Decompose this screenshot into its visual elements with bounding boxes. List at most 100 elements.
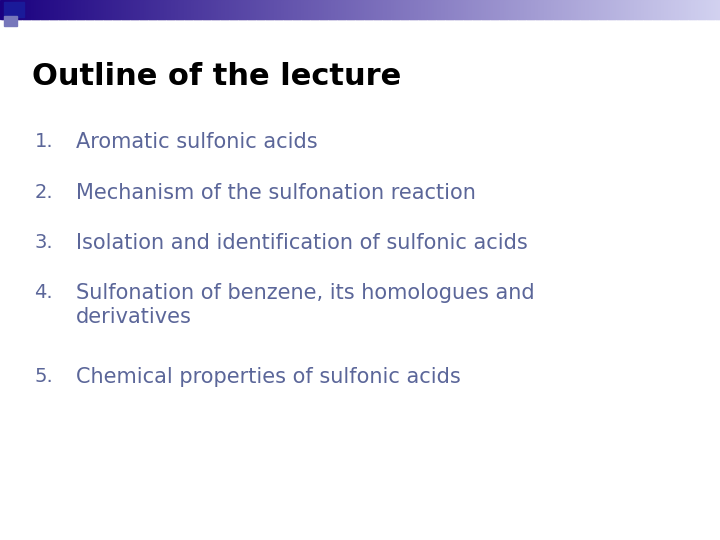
Bar: [446, 0, 449, 19]
Bar: [479, 0, 481, 19]
Bar: [490, 0, 492, 19]
Bar: [295, 0, 298, 19]
Bar: [390, 0, 393, 19]
Bar: [380, 0, 382, 19]
Bar: [587, 0, 589, 19]
Bar: [71, 0, 73, 19]
Bar: [27, 0, 30, 19]
Bar: [187, 0, 190, 19]
Bar: [503, 0, 505, 19]
Bar: [4, 2, 24, 17]
Bar: [426, 0, 429, 19]
Bar: [281, 0, 284, 19]
Bar: [677, 0, 679, 19]
Bar: [400, 0, 402, 19]
Bar: [263, 0, 265, 19]
Bar: [279, 0, 282, 19]
Bar: [706, 0, 708, 19]
Bar: [353, 0, 356, 19]
Bar: [510, 0, 512, 19]
Bar: [526, 0, 528, 19]
Bar: [266, 0, 269, 19]
Bar: [378, 0, 380, 19]
Bar: [544, 0, 546, 19]
Bar: [138, 0, 141, 19]
Bar: [412, 0, 415, 19]
Bar: [4, 16, 17, 26]
Bar: [137, 0, 140, 19]
Bar: [605, 0, 607, 19]
Bar: [338, 0, 341, 19]
Bar: [632, 0, 634, 19]
Bar: [217, 0, 220, 19]
Bar: [598, 0, 600, 19]
Bar: [40, 0, 42, 19]
Bar: [121, 0, 123, 19]
Bar: [30, 0, 33, 19]
Bar: [203, 0, 206, 19]
Bar: [323, 0, 325, 19]
Bar: [241, 0, 243, 19]
Bar: [107, 0, 109, 19]
Bar: [475, 0, 478, 19]
Bar: [92, 0, 94, 19]
Bar: [54, 0, 57, 19]
Bar: [497, 0, 499, 19]
Bar: [268, 0, 271, 19]
Bar: [317, 0, 320, 19]
Bar: [585, 0, 588, 19]
Bar: [562, 0, 564, 19]
Bar: [364, 0, 366, 19]
Bar: [643, 0, 645, 19]
Bar: [621, 0, 624, 19]
Bar: [688, 0, 690, 19]
Bar: [414, 0, 416, 19]
Bar: [114, 0, 116, 19]
Bar: [616, 0, 618, 19]
Bar: [662, 0, 665, 19]
Bar: [157, 0, 159, 19]
Bar: [697, 0, 699, 19]
Bar: [508, 0, 510, 19]
Text: Mechanism of the sulfonation reaction: Mechanism of the sulfonation reaction: [76, 183, 475, 202]
Bar: [402, 0, 404, 19]
Bar: [477, 0, 480, 19]
Bar: [304, 0, 307, 19]
Text: Sulfonation of benzene, its homologues and
derivatives: Sulfonation of benzene, its homologues a…: [76, 283, 534, 327]
Bar: [558, 0, 560, 19]
Bar: [18, 0, 20, 19]
Bar: [517, 0, 519, 19]
Bar: [690, 0, 692, 19]
Bar: [265, 0, 267, 19]
Bar: [709, 0, 711, 19]
Bar: [251, 0, 253, 19]
Bar: [649, 0, 652, 19]
Bar: [441, 0, 444, 19]
Bar: [52, 0, 55, 19]
Bar: [695, 0, 697, 19]
Bar: [612, 0, 615, 19]
Bar: [234, 0, 236, 19]
Bar: [258, 0, 260, 19]
Bar: [117, 0, 120, 19]
Bar: [13, 0, 15, 19]
Bar: [575, 0, 577, 19]
Bar: [531, 0, 534, 19]
Bar: [459, 0, 462, 19]
Bar: [230, 0, 233, 19]
Bar: [500, 0, 503, 19]
Bar: [145, 0, 148, 19]
Bar: [554, 0, 557, 19]
Bar: [56, 0, 58, 19]
Bar: [313, 0, 315, 19]
Bar: [539, 0, 541, 19]
Bar: [181, 0, 184, 19]
Bar: [301, 0, 303, 19]
Bar: [675, 0, 678, 19]
Bar: [410, 0, 413, 19]
Bar: [35, 0, 37, 19]
Bar: [652, 0, 654, 19]
Bar: [474, 0, 476, 19]
Bar: [702, 0, 704, 19]
Bar: [115, 0, 118, 19]
